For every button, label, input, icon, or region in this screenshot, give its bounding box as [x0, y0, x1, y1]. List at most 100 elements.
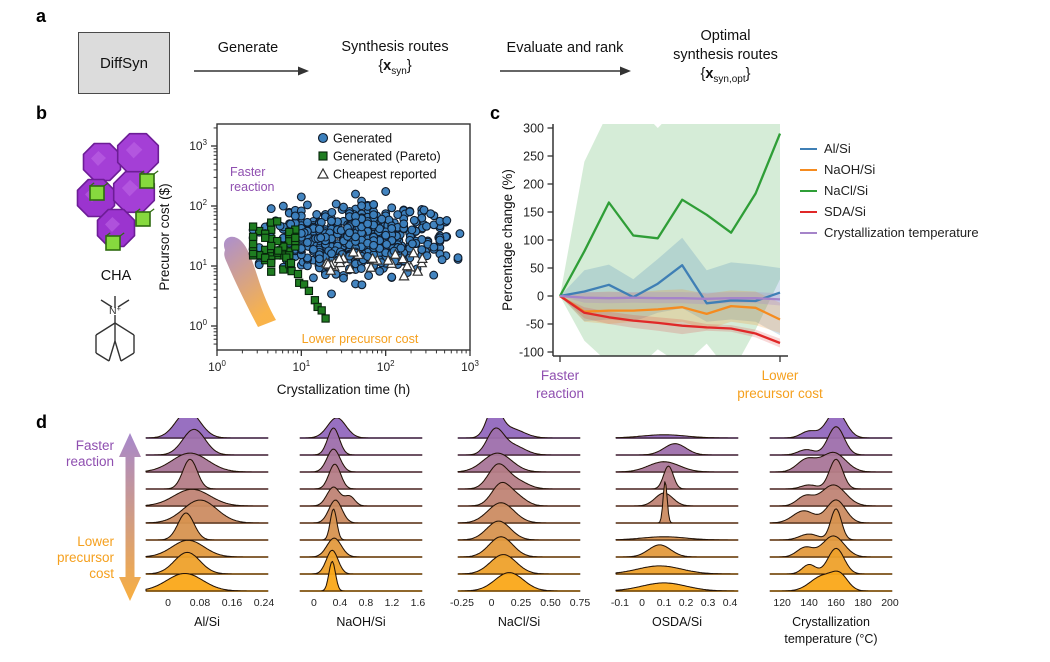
svg-text:0: 0	[489, 597, 495, 609]
flow-arrow-icon	[500, 66, 631, 76]
ridgeline-naoh-si: 0 0.4 0.8 1.2 1.6 NaOH/Si	[299, 418, 426, 629]
svg-text:0: 0	[537, 290, 544, 304]
legend-line-swatch	[800, 168, 817, 171]
svg-text:100: 100	[523, 234, 544, 248]
svg-text:100: 100	[189, 318, 207, 333]
svg-text:Cheapest reported: Cheapest reported	[333, 168, 437, 182]
svg-text:N+: N+	[109, 304, 122, 317]
svg-text:Crystallization: Crystallization	[792, 615, 870, 629]
svg-text:Faster: Faster	[541, 368, 580, 383]
svg-text:NaOH/Si: NaOH/Si	[336, 615, 385, 629]
svg-text:0.3: 0.3	[701, 597, 716, 609]
svg-text:103: 103	[189, 138, 207, 153]
svg-text:-0.25: -0.25	[450, 597, 474, 609]
svg-text:0.08: 0.08	[190, 597, 211, 609]
synthesis-routes-text: Synthesis routes	[341, 39, 449, 55]
panel-c-label: c	[490, 103, 501, 123]
svg-text:250: 250	[523, 150, 544, 164]
svg-text:-0.1: -0.1	[611, 597, 629, 609]
svg-text:300: 300	[523, 122, 544, 136]
svg-text:Percentage change (%): Percentage change (%)	[500, 169, 515, 311]
x-syn-opt-math: {xsyn,opt}	[700, 66, 751, 85]
svg-text:0.50: 0.50	[540, 597, 561, 609]
svg-text:0.4: 0.4	[723, 597, 738, 609]
svg-text:0.24: 0.24	[254, 597, 275, 609]
svg-text:50: 50	[530, 262, 544, 276]
svg-text:reaction: reaction	[536, 386, 584, 401]
evaluate-rank-label: Evaluate and rank	[506, 40, 624, 56]
svg-text:Precursor cost ($): Precursor cost ($)	[157, 183, 172, 290]
svg-text:100: 100	[208, 359, 226, 374]
faster-reaction-annotation: Faster reaction	[65, 438, 114, 469]
generate-label: Generate	[217, 40, 279, 56]
svg-text:-50: -50	[526, 318, 544, 332]
svg-text:OSDA/Si: OSDA/Si	[652, 615, 702, 629]
svg-text:200: 200	[523, 178, 544, 192]
tradeoff-gradient-arrow-icon	[119, 433, 141, 601]
scatter-chart: 100 101 102 103 100 101 102 103 Crystallization …	[157, 123, 479, 397]
svg-text:103: 103	[461, 359, 479, 374]
svg-text:200: 200	[881, 597, 899, 609]
svg-text:1.6: 1.6	[411, 597, 426, 609]
svg-text:0: 0	[639, 597, 645, 609]
optimal-routes-step: Optimal synthesis routes {xsyn,opt}	[648, 27, 803, 89]
ridgeline-cryst-temp: 120 140 160 180 200 Crystallization temperatur…	[769, 418, 899, 646]
legend-item: Al/Si	[800, 138, 979, 159]
svg-text:reaction: reaction	[230, 180, 275, 194]
legend-line-swatch	[800, 147, 817, 150]
svg-text:Crystallization time (h): Crystallization time (h)	[277, 382, 411, 397]
svg-text:102: 102	[377, 359, 395, 374]
synthesis-routes-step: Synthesis routes {xsyn}	[322, 38, 468, 81]
svg-text:Lower: Lower	[762, 368, 799, 383]
diffsyn-box: DiffSyn	[78, 32, 170, 94]
svg-text:120: 120	[773, 597, 791, 609]
cha-caption: CHA	[100, 268, 132, 284]
svg-text:Lower precursor cost: Lower precursor cost	[302, 332, 419, 346]
legend-item: SDA/Si	[800, 201, 979, 222]
svg-text:0.2: 0.2	[679, 597, 694, 609]
svg-text:Generated: Generated	[333, 132, 392, 146]
cha-zeolite-structure	[76, 132, 160, 251]
x-syn-math: {xsyn}	[378, 58, 412, 77]
legend-line-swatch	[800, 189, 817, 192]
svg-text:150: 150	[523, 206, 544, 220]
osda-molecule-structure: N+	[95, 296, 135, 362]
lower-precursor-cost-annotation: Lower precursor cost	[56, 534, 114, 581]
ridgeline-nacl-si: -0.25 0 0.25 0.50 0.75 NaCl/Si	[450, 418, 591, 629]
svg-text:0.4: 0.4	[333, 597, 348, 609]
legend-item: Crystallization temperature	[800, 222, 979, 243]
svg-text:Al/Si: Al/Si	[194, 615, 220, 629]
svg-text:160: 160	[827, 597, 845, 609]
line-chart: 300 250 200 150 100 50 0 -50 -100 Faster reaction L…	[500, 122, 823, 402]
svg-text:0.25: 0.25	[511, 597, 532, 609]
svg-text:0: 0	[165, 597, 171, 609]
svg-text:140: 140	[800, 597, 818, 609]
flow-arrow-icon	[194, 66, 309, 76]
svg-text:180: 180	[854, 597, 872, 609]
optimal-routes-text: synthesis routes	[673, 47, 778, 63]
line-chart-legend: Al/Si NaOH/Si NaCl/Si SDA/Si Crystalliza…	[800, 138, 979, 243]
svg-text:0.1: 0.1	[657, 597, 672, 609]
legend-item: NaOH/Si	[800, 159, 979, 180]
panel-d-label: d	[36, 412, 47, 432]
svg-text:1.2: 1.2	[385, 597, 400, 609]
legend-line-swatch	[800, 210, 817, 213]
svg-text:temperature (°C): temperature (°C)	[784, 632, 877, 646]
panel-a-label: a	[36, 6, 47, 26]
svg-text:0.75: 0.75	[570, 597, 591, 609]
svg-text:0.8: 0.8	[359, 597, 374, 609]
optimal-text: Optimal	[700, 28, 751, 44]
svg-text:precursor cost: precursor cost	[737, 386, 823, 401]
ridgeline-al-si: 0 0.08 0.16 0.24 Al/Si	[145, 418, 275, 629]
svg-text:Generated (Pareto): Generated (Pareto)	[333, 150, 441, 164]
svg-text:-100: -100	[519, 346, 544, 360]
ridgeline-osda-si: -0.1 0 0.1 0.2 0.3 0.4 OSDA/Si	[611, 434, 739, 629]
legend-item: NaCl/Si	[800, 180, 979, 201]
svg-text:0: 0	[311, 597, 317, 609]
svg-text:Faster: Faster	[230, 165, 265, 179]
svg-text:0.16: 0.16	[222, 597, 243, 609]
svg-text:101: 101	[292, 359, 310, 374]
svg-text:NaCl/Si: NaCl/Si	[498, 615, 540, 629]
svg-text:101: 101	[189, 258, 207, 273]
